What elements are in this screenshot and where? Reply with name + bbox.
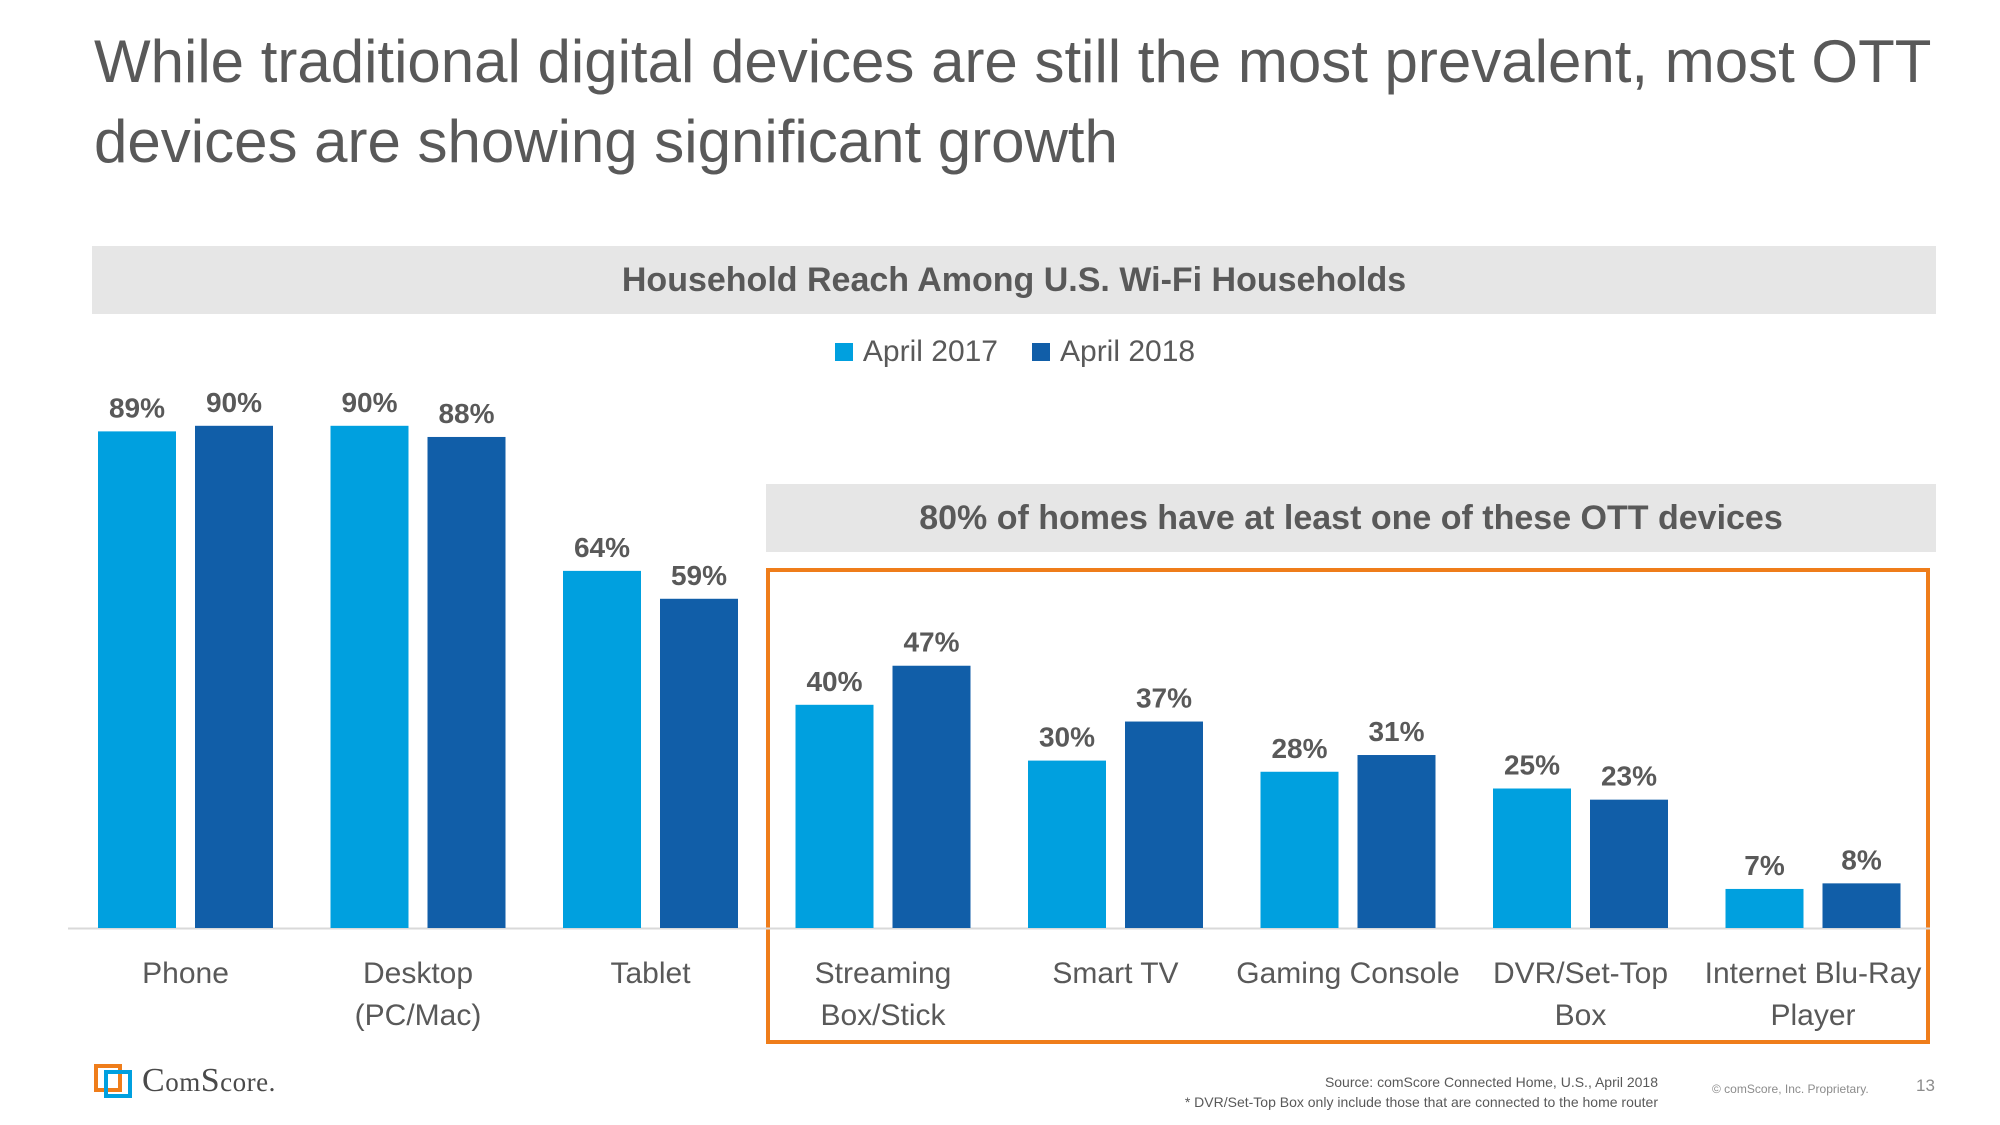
- category-label-7-line-0: Internet Blu-Ray: [1705, 957, 1922, 990]
- category-label-7-line-1: Player: [1770, 999, 1855, 1032]
- category-label-4-line-0: Smart TV: [1052, 957, 1178, 990]
- data-label-april-2017-2: 64%: [574, 532, 630, 563]
- ott-highlight-box: [766, 568, 1930, 1044]
- data-label-april-2018-1: 88%: [438, 398, 494, 429]
- page-number: 13: [1916, 1076, 1935, 1095]
- chart-legend: April 2017 April 2018: [0, 330, 2000, 374]
- data-label-april-2018-7: 8%: [1841, 844, 1882, 875]
- category-label-6-line-1: Box: [1555, 999, 1607, 1032]
- data-label-april-2017-7: 7%: [1744, 850, 1785, 881]
- category-label-1-line-0: Desktop: [363, 957, 473, 990]
- copyright-notice: © comScore, Inc. Proprietary.: [1712, 1082, 1869, 1096]
- footnote-line: * DVR/Set-Top Box only include those tha…: [1184, 1094, 1658, 1110]
- category-label-2-line-0: Tablet: [610, 957, 691, 990]
- category-label-3-line-0: Streaming: [815, 957, 952, 990]
- data-label-april-2017-5: 28%: [1271, 733, 1327, 764]
- bar-april-2017-3: [795, 704, 874, 928]
- legend-item-april-2018: April 2018: [1032, 335, 1195, 369]
- bar-april-2017-0: [98, 431, 176, 928]
- ott-annotation-text: 80% of homes have at least one of these …: [919, 498, 1783, 537]
- category-label-0-line-0: Phone: [142, 957, 229, 990]
- bar-april-2017-2: [563, 570, 641, 928]
- ott-annotation-band: 80% of homes have at least one of these …: [766, 484, 1936, 552]
- legend-swatch-april-2018: [1032, 343, 1050, 361]
- bar-april-2017-5: [1260, 771, 1339, 928]
- data-label-april-2018-4: 37%: [1136, 683, 1192, 714]
- data-label-april-2017-0: 89%: [109, 392, 165, 423]
- data-label-april-2018-6: 23%: [1601, 761, 1657, 792]
- category-label-3-line-1: Box/Stick: [820, 999, 946, 1032]
- source-note: Source: comScore Connected Home, U.S., A…: [1185, 1072, 1658, 1112]
- bar-april-2017-4: [1028, 760, 1106, 928]
- bar-april-2017-7: [1725, 888, 1804, 928]
- bar-april-2018-6: [1590, 799, 1668, 928]
- comscore-logo-icon: [94, 1064, 132, 1098]
- bar-april-2017-6: [1493, 788, 1571, 928]
- data-label-april-2017-3: 40%: [806, 666, 862, 697]
- data-label-april-2017-4: 30%: [1039, 722, 1095, 753]
- comscore-logo-text: ComScore.: [142, 1062, 276, 1099]
- legend-label-april-2017: April 2017: [862, 335, 998, 368]
- bar-april-2018-0: [195, 425, 273, 928]
- chart-title: Household Reach Among U.S. Wi-Fi Househo…: [621, 260, 1407, 299]
- bar-april-2017-1: [330, 425, 409, 928]
- data-label-april-2018-0: 90%: [206, 387, 262, 418]
- category-label-5-line-0: Gaming Console: [1236, 957, 1459, 990]
- category-label-1-line-1: (PC/Mac): [355, 999, 482, 1032]
- bar-april-2018-2: [660, 598, 738, 928]
- source-line: Source: comScore Connected Home, U.S., A…: [1324, 1074, 1658, 1090]
- bar-april-2018-4: [1125, 721, 1203, 928]
- legend-swatch-april-2017: [834, 343, 853, 361]
- chart-title-band: Household Reach Among U.S. Wi-Fi Househo…: [92, 246, 1936, 314]
- data-label-april-2018-3: 47%: [903, 627, 959, 658]
- legend-label-april-2018: April 2018: [1060, 335, 1196, 368]
- bar-april-2018-3: [892, 665, 971, 928]
- data-label-april-2017-6: 25%: [1504, 750, 1560, 781]
- category-label-6-line-0: DVR/Set-Top: [1493, 957, 1668, 990]
- data-label-april-2018-2: 59%: [671, 560, 727, 591]
- legend-item-april-2017: April 2017: [834, 335, 998, 369]
- comscore-logo: ComScore.: [94, 1062, 276, 1100]
- data-label-april-2017-1: 90%: [341, 387, 397, 418]
- slide-title: While traditional digital devices are st…: [94, 28, 1931, 175]
- data-label-april-2018-5: 31%: [1368, 716, 1424, 747]
- bar-april-2018-7: [1822, 883, 1901, 928]
- bar-april-2018-1: [427, 436, 506, 928]
- bar-april-2018-5: [1357, 755, 1436, 928]
